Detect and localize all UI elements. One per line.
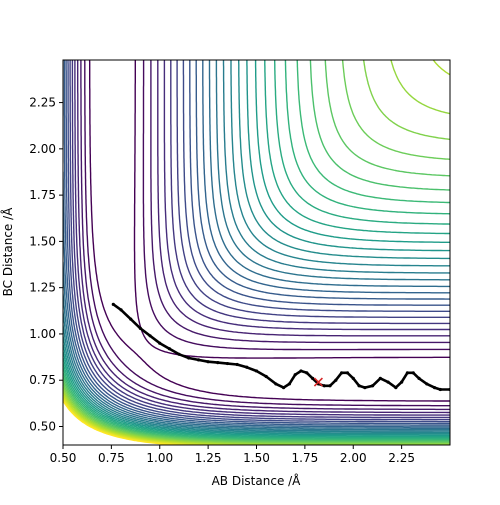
contour-level bbox=[67, 60, 450, 423]
trajectory-point bbox=[274, 382, 278, 386]
contour-level bbox=[63, 60, 450, 426]
trajectory-point bbox=[187, 356, 191, 360]
y-axis-ticks: 0.50 0.75 1.00 1.25 1.50 1.75 2.00 2.25 bbox=[29, 96, 63, 433]
trajectory-point bbox=[394, 386, 398, 390]
trajectory-point bbox=[119, 308, 123, 312]
contour-level bbox=[63, 60, 450, 428]
trajectory-point bbox=[340, 371, 344, 375]
contour-level bbox=[63, 60, 450, 435]
contour-level bbox=[65, 60, 450, 425]
trajectory-point bbox=[378, 376, 382, 380]
trajectory-point bbox=[245, 365, 249, 369]
trajectory-point bbox=[432, 386, 437, 390]
y-tick-label: 2.25 bbox=[29, 96, 56, 110]
trajectory-point bbox=[351, 376, 355, 380]
contour-level bbox=[63, 60, 450, 431]
transition-state-marker bbox=[313, 377, 323, 387]
trajectory-point bbox=[177, 352, 181, 356]
contour-level bbox=[63, 60, 450, 429]
contour-level bbox=[63, 60, 450, 436]
trajectory-point bbox=[411, 371, 415, 375]
trajectory-point bbox=[400, 380, 404, 384]
contour-level bbox=[63, 60, 450, 438]
y-tick-label: 1.75 bbox=[29, 188, 56, 202]
contour-level bbox=[63, 60, 450, 444]
contour-level bbox=[63, 398, 190, 445]
trajectory-point bbox=[425, 382, 429, 386]
contour-level bbox=[63, 60, 450, 440]
trajectory-point bbox=[167, 347, 172, 351]
trajectory-point bbox=[305, 371, 309, 375]
contour-level bbox=[63, 60, 450, 437]
marker-layer bbox=[313, 377, 323, 387]
y-tick-label: 0.75 bbox=[29, 373, 56, 387]
contour-level bbox=[74, 60, 450, 416]
trajectory-point bbox=[111, 302, 115, 306]
contour-level bbox=[77, 60, 450, 414]
x-tick-label: 0.50 bbox=[50, 451, 77, 465]
y-tick-label: 1.50 bbox=[29, 234, 56, 248]
trajectory-point bbox=[405, 371, 410, 375]
trajectory-point bbox=[235, 362, 239, 367]
trajectory-point bbox=[334, 378, 338, 382]
trajectory-point bbox=[225, 361, 230, 366]
contour-level bbox=[88, 60, 450, 402]
trajectory-point bbox=[311, 376, 315, 380]
contour-level bbox=[63, 60, 450, 434]
x-axis-label: AB Distance /Å bbox=[212, 473, 302, 488]
y-tick-label: 0.50 bbox=[29, 419, 56, 433]
trajectory-point bbox=[293, 373, 297, 377]
trajectory-point bbox=[206, 360, 210, 364]
contour-level bbox=[63, 60, 450, 439]
x-tick-label: 2.25 bbox=[388, 451, 415, 465]
x-tick-label: 0.75 bbox=[98, 451, 125, 465]
contour-level bbox=[63, 60, 450, 441]
contour-level bbox=[63, 60, 450, 442]
contour-level bbox=[63, 400, 177, 445]
trajectory-point bbox=[363, 386, 367, 390]
trajectory-point bbox=[438, 387, 442, 392]
x-tick-label: 1.75 bbox=[292, 451, 319, 465]
trajectory-point bbox=[281, 386, 286, 390]
x-tick-label: 1.00 bbox=[146, 451, 173, 465]
contour-lines bbox=[63, 60, 450, 445]
x-tick-label: 1.25 bbox=[195, 451, 222, 465]
trajectory-point bbox=[148, 334, 152, 338]
contour-level bbox=[63, 395, 208, 445]
trajectory-point bbox=[322, 384, 326, 388]
y-tick-label: 2.00 bbox=[29, 142, 56, 156]
trajectory-point bbox=[417, 376, 421, 380]
trajectory-point bbox=[254, 369, 259, 373]
contour-level bbox=[69, 60, 450, 421]
contour-level bbox=[63, 60, 450, 445]
trajectory-point bbox=[299, 369, 303, 373]
trajectory-point bbox=[138, 326, 142, 330]
trajectory-point bbox=[386, 380, 390, 384]
contour-level bbox=[80, 60, 450, 411]
trajectory-point bbox=[264, 374, 268, 379]
trajectory-point bbox=[158, 341, 162, 345]
y-tick-label: 1.00 bbox=[29, 327, 56, 341]
trajectory-point bbox=[357, 384, 361, 388]
contour-level bbox=[71, 60, 450, 419]
x-tick-label: 1.50 bbox=[243, 451, 270, 465]
trajectory-point bbox=[371, 384, 375, 388]
x-axis-ticks: 0.50 0.75 1.00 1.25 1.50 1.75 2.00 2.25 bbox=[50, 445, 415, 465]
trajectory-point bbox=[287, 382, 291, 386]
contour-level bbox=[63, 60, 450, 432]
trajectory-point bbox=[345, 371, 350, 375]
trajectory-point bbox=[328, 384, 332, 388]
y-axis-label: BC Distance /Å bbox=[0, 207, 15, 297]
x-tick-label: 2.00 bbox=[340, 451, 367, 465]
trajectory-point bbox=[216, 361, 220, 365]
trajectory-point bbox=[196, 358, 201, 362]
y-tick-label: 1.25 bbox=[29, 281, 56, 295]
contour-level bbox=[84, 60, 450, 407]
contour-level bbox=[63, 60, 450, 443]
trajectory-point bbox=[129, 317, 133, 321]
